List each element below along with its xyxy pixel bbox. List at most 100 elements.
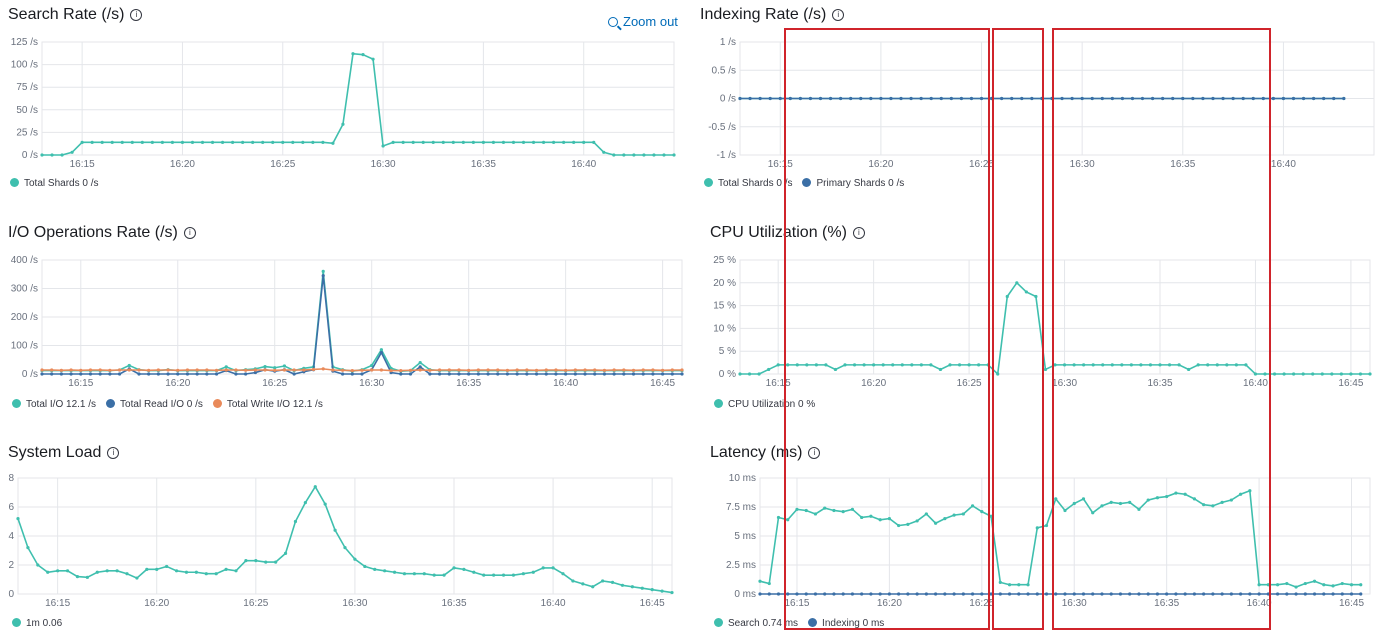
data-point bbox=[204, 572, 208, 576]
data-point bbox=[1151, 96, 1155, 101]
x-tick-label: 16:15 bbox=[45, 598, 70, 609]
legend-item[interactable]: CPU Utilization 0 % bbox=[714, 399, 815, 410]
legend-item[interactable]: Total Write I/O 12.1 /s bbox=[212, 399, 323, 410]
data-point bbox=[961, 512, 965, 516]
legend-item[interactable]: Search 0.74 ms bbox=[714, 618, 798, 629]
data-point bbox=[40, 153, 44, 157]
data-point bbox=[1332, 96, 1336, 101]
y-tick-label: 15 % bbox=[713, 301, 736, 312]
info-icon[interactable]: i bbox=[832, 9, 845, 21]
data-point bbox=[602, 368, 607, 372]
data-point bbox=[145, 567, 149, 571]
data-point bbox=[1080, 96, 1084, 101]
indexing-rate-chart[interactable]: -1 /s -0.5 /s 0 /s 0.5 /s 1 /s 16:15 16:20 16:2… bbox=[700, 37, 1377, 172]
latency-chart[interactable]: 0 ms 2.5 ms 5 ms 7.5 ms 10 ms 16:15 16:20 16:25… bbox=[710, 473, 1385, 609]
data-point bbox=[26, 546, 30, 550]
data-point bbox=[155, 567, 159, 571]
data-point bbox=[795, 592, 799, 596]
data-point bbox=[1191, 96, 1195, 101]
data-point bbox=[482, 573, 486, 577]
x-tick-label: 16:25 bbox=[243, 598, 268, 609]
legend-item[interactable]: Indexing 0 ms bbox=[808, 618, 884, 629]
legend-item[interactable]: Primary Shards 0 /s bbox=[802, 178, 904, 189]
io-operations-chart[interactable]: 0 /s 100 /s 200 /s 300 /s 400 /s 16:15 16:20 16… bbox=[8, 255, 690, 390]
data-point bbox=[251, 140, 255, 144]
data-point bbox=[515, 368, 519, 372]
data-point bbox=[472, 570, 476, 574]
cpu-utilization-chart[interactable]: 0 % 5 % 10 % 15 % 20 % 25 % 16:15 16:20 16:25 16:… bbox=[710, 255, 1385, 390]
data-point bbox=[919, 96, 923, 101]
data-point bbox=[1155, 592, 1160, 596]
legend-swatch bbox=[10, 178, 19, 187]
x-tick-label: 16:45 bbox=[1339, 598, 1364, 609]
data-point bbox=[1340, 592, 1344, 596]
data-point bbox=[88, 372, 93, 376]
system-load-chart[interactable]: 0 2 4 6 8 16:15 16:20 16:25 16:30 16:35 16:40 16:45 bbox=[8, 473, 690, 609]
legend-item[interactable]: 1m 0.06 bbox=[12, 618, 62, 629]
search-rate-panel: Search Rate (/s) i Zoom out 0 /s 25 /s 50 /… bbox=[8, 6, 680, 196]
y-tick-label: -1 /s bbox=[717, 150, 736, 161]
data-point bbox=[1007, 583, 1012, 587]
legend-swatch bbox=[12, 399, 21, 408]
io-operations-title-text: I/O Operations Rate (/s) bbox=[8, 224, 178, 241]
search-rate-chart[interactable]: 0 /s 25 /s 50 /s 75 /s 100 /s 125 /s 16:15 16:2… bbox=[8, 37, 680, 172]
data-point bbox=[564, 372, 568, 376]
data-point bbox=[379, 351, 383, 355]
legend-item[interactable]: Total Shards 0 /s bbox=[704, 178, 792, 189]
x-tick-label: 16:30 bbox=[1052, 378, 1077, 389]
data-point bbox=[573, 368, 577, 372]
y-tick-label: 2 bbox=[8, 560, 14, 571]
info-icon[interactable]: i bbox=[183, 227, 196, 239]
data-point bbox=[1146, 498, 1150, 502]
data-point bbox=[392, 570, 397, 574]
data-point bbox=[1174, 491, 1178, 495]
data-point bbox=[1257, 583, 1261, 587]
data-point bbox=[1322, 583, 1326, 587]
data-point bbox=[273, 368, 277, 372]
data-point bbox=[924, 512, 928, 516]
data-point bbox=[1120, 96, 1125, 101]
data-point bbox=[1129, 363, 1133, 367]
data-point bbox=[1251, 96, 1255, 101]
data-point bbox=[1081, 497, 1086, 501]
x-tick-label: 16:25 bbox=[957, 378, 982, 389]
data-point bbox=[1044, 523, 1049, 528]
data-point bbox=[1221, 96, 1225, 101]
data-point bbox=[491, 140, 496, 144]
data-point bbox=[461, 140, 465, 144]
data-point bbox=[1234, 363, 1238, 367]
legend-label: Total I/O 12.1 /s bbox=[26, 399, 97, 410]
info-icon[interactable]: i bbox=[852, 227, 865, 239]
data-point bbox=[767, 581, 771, 586]
data-point bbox=[341, 368, 345, 372]
y-tick-label: 100 /s bbox=[11, 60, 38, 71]
legend-item[interactable]: Total Shards 0 /s bbox=[10, 178, 98, 189]
data-point bbox=[496, 368, 500, 372]
legend-item[interactable]: Total Read I/O 0 /s bbox=[106, 399, 203, 410]
data-point bbox=[40, 372, 44, 376]
system-load-title: System Load i bbox=[8, 444, 120, 462]
info-icon[interactable]: i bbox=[808, 447, 821, 459]
zoom-out-button[interactable]: Zoom out bbox=[608, 14, 678, 29]
y-tick-label: 100 /s bbox=[11, 341, 38, 352]
legend-label: Total Shards 0 /s bbox=[24, 178, 99, 189]
data-point bbox=[281, 140, 285, 144]
info-icon[interactable]: i bbox=[130, 9, 143, 21]
data-point bbox=[612, 372, 616, 376]
data-point bbox=[814, 363, 818, 367]
data-point bbox=[501, 140, 506, 144]
data-point bbox=[1174, 592, 1178, 596]
legend-item[interactable]: Total I/O 12.1 /s bbox=[12, 399, 96, 410]
data-point bbox=[934, 521, 938, 525]
data-point bbox=[640, 586, 644, 590]
data-point bbox=[1128, 592, 1132, 596]
info-icon[interactable]: i bbox=[107, 447, 120, 459]
data-point bbox=[804, 508, 808, 513]
data-point bbox=[1261, 96, 1265, 101]
x-tick-label: 16:40 bbox=[553, 378, 578, 389]
data-point bbox=[1171, 96, 1175, 101]
data-point bbox=[1201, 96, 1205, 101]
data-point bbox=[1331, 584, 1335, 588]
data-point bbox=[1053, 363, 1057, 367]
data-point bbox=[544, 368, 548, 372]
